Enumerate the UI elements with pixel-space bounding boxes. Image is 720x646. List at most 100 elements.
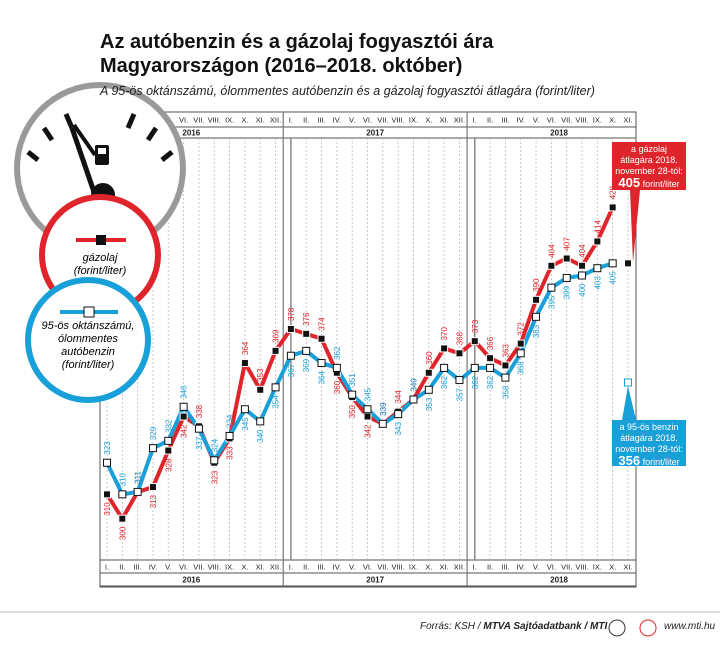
value-label: 358 [501, 385, 510, 399]
value-label: 403 [593, 276, 602, 290]
point [179, 402, 188, 411]
value-label: 362 [486, 375, 495, 389]
point [302, 329, 311, 338]
point [486, 354, 495, 363]
month-label: II. [487, 563, 493, 572]
legend-blue-marker [83, 306, 95, 318]
month-label: V. [533, 563, 539, 572]
chart-title: Az autóbenzin és a gázolaj fogyasztói ár… [100, 31, 494, 77]
point [501, 361, 510, 370]
point [194, 424, 203, 433]
value-label: 370 [440, 327, 449, 341]
value-label: 357 [455, 388, 464, 402]
month-label: IV. [333, 116, 341, 125]
month-label: X. [425, 116, 432, 125]
month-label: I. [473, 563, 477, 572]
value-label: 300 [118, 526, 127, 540]
value-label: 369 [272, 329, 281, 343]
month-label: VI. [547, 563, 556, 572]
year-label: 2016 [182, 129, 200, 138]
month-label: VI. [363, 563, 372, 572]
month-label: VII. [193, 563, 204, 572]
legend-red: gázolaj (forint/liter) [52, 252, 148, 278]
callout-blue-label: a 95-ös benzin átlagára 2018. november 2… [615, 422, 683, 454]
value-label: 353 [425, 397, 434, 411]
point [486, 363, 495, 372]
value-label: 414 [593, 220, 602, 234]
series-line [105, 206, 615, 521]
annotation-point [624, 378, 632, 387]
month-label: IV. [333, 563, 341, 572]
value-label: 407 [563, 237, 572, 251]
point [118, 514, 127, 523]
value-label: 344 [394, 390, 403, 404]
value-label: 360 [425, 351, 434, 365]
month-label: VIII. [575, 563, 588, 572]
point [210, 456, 219, 465]
grid: I. II. III. IV. V. VI. VII. VIII. IX. X. XI. XII. I.… [99, 111, 637, 587]
month-label: XI. [256, 563, 265, 572]
point [394, 410, 403, 419]
point [470, 363, 479, 372]
value-label: 367 [287, 363, 296, 377]
gauge-needle [72, 123, 97, 157]
month-label: VI. [547, 116, 556, 125]
point [424, 368, 433, 377]
gauge-face [20, 88, 180, 248]
month-label: XI. [623, 563, 632, 572]
point [256, 385, 265, 394]
value-label: 395 [547, 295, 556, 309]
point [409, 395, 418, 404]
callout-red-unit: forint/liter [642, 179, 680, 189]
source: Forrás: KSH / MTVA Sajtóadatbank / MTI [420, 621, 607, 632]
value-label: 378 [287, 307, 296, 321]
value-label: 353 [256, 368, 265, 382]
callout-red [612, 142, 686, 262]
month-label: X. [609, 563, 616, 572]
month-label: IV. [516, 563, 524, 572]
gauge-needle-arm [69, 127, 97, 193]
callout-blue-unit: forint/liter [642, 457, 680, 467]
chart-subtitle: A 95-ös oktánszámú, ólommentes autóbenzi… [100, 84, 595, 98]
month-label: IX. [225, 563, 234, 572]
point [164, 446, 173, 455]
value-label: 329 [149, 426, 158, 440]
value-label: 333 [226, 446, 235, 460]
month-label: XI. [256, 116, 265, 125]
callout-red-text: a gázolaj átlagára 2018. november 28-tól… [614, 144, 684, 190]
month-label: XI. [440, 116, 449, 125]
month-label: XI. [623, 116, 632, 125]
month-label: I. [289, 563, 293, 572]
value-label: 405 [609, 271, 618, 285]
month-label: III. [317, 563, 325, 572]
value-label: 362 [333, 346, 342, 360]
value-label: 364 [318, 370, 327, 384]
month-label: VII. [377, 563, 388, 572]
value-label: 376 [302, 312, 311, 326]
month-label: XI. [440, 563, 449, 572]
value-label: 349 [409, 378, 418, 392]
month-label: XII. [454, 116, 465, 125]
month-label: IX. [593, 563, 602, 572]
legend-blue-name: 95-ös oktánszámú, ólommentes autóbenzin [41, 320, 135, 358]
value-label: 368 [517, 361, 526, 375]
month-label: VII. [377, 116, 388, 125]
value-label: 339 [379, 402, 388, 416]
month-label: X. [241, 116, 248, 125]
month-label: V. [349, 563, 355, 572]
value-label: 363 [501, 344, 510, 358]
point [164, 436, 173, 445]
point [547, 283, 556, 292]
point [225, 431, 234, 440]
point [593, 237, 602, 246]
year-label: 2017 [366, 576, 384, 585]
plot-frame [99, 111, 637, 588]
logo-mti [639, 619, 657, 637]
site: www.mti.hu [664, 621, 716, 632]
point [271, 346, 280, 355]
legend-red-name: gázolaj [82, 252, 118, 264]
value-label: 311 [134, 471, 143, 484]
point [348, 390, 357, 399]
value-label: 368 [455, 331, 464, 345]
